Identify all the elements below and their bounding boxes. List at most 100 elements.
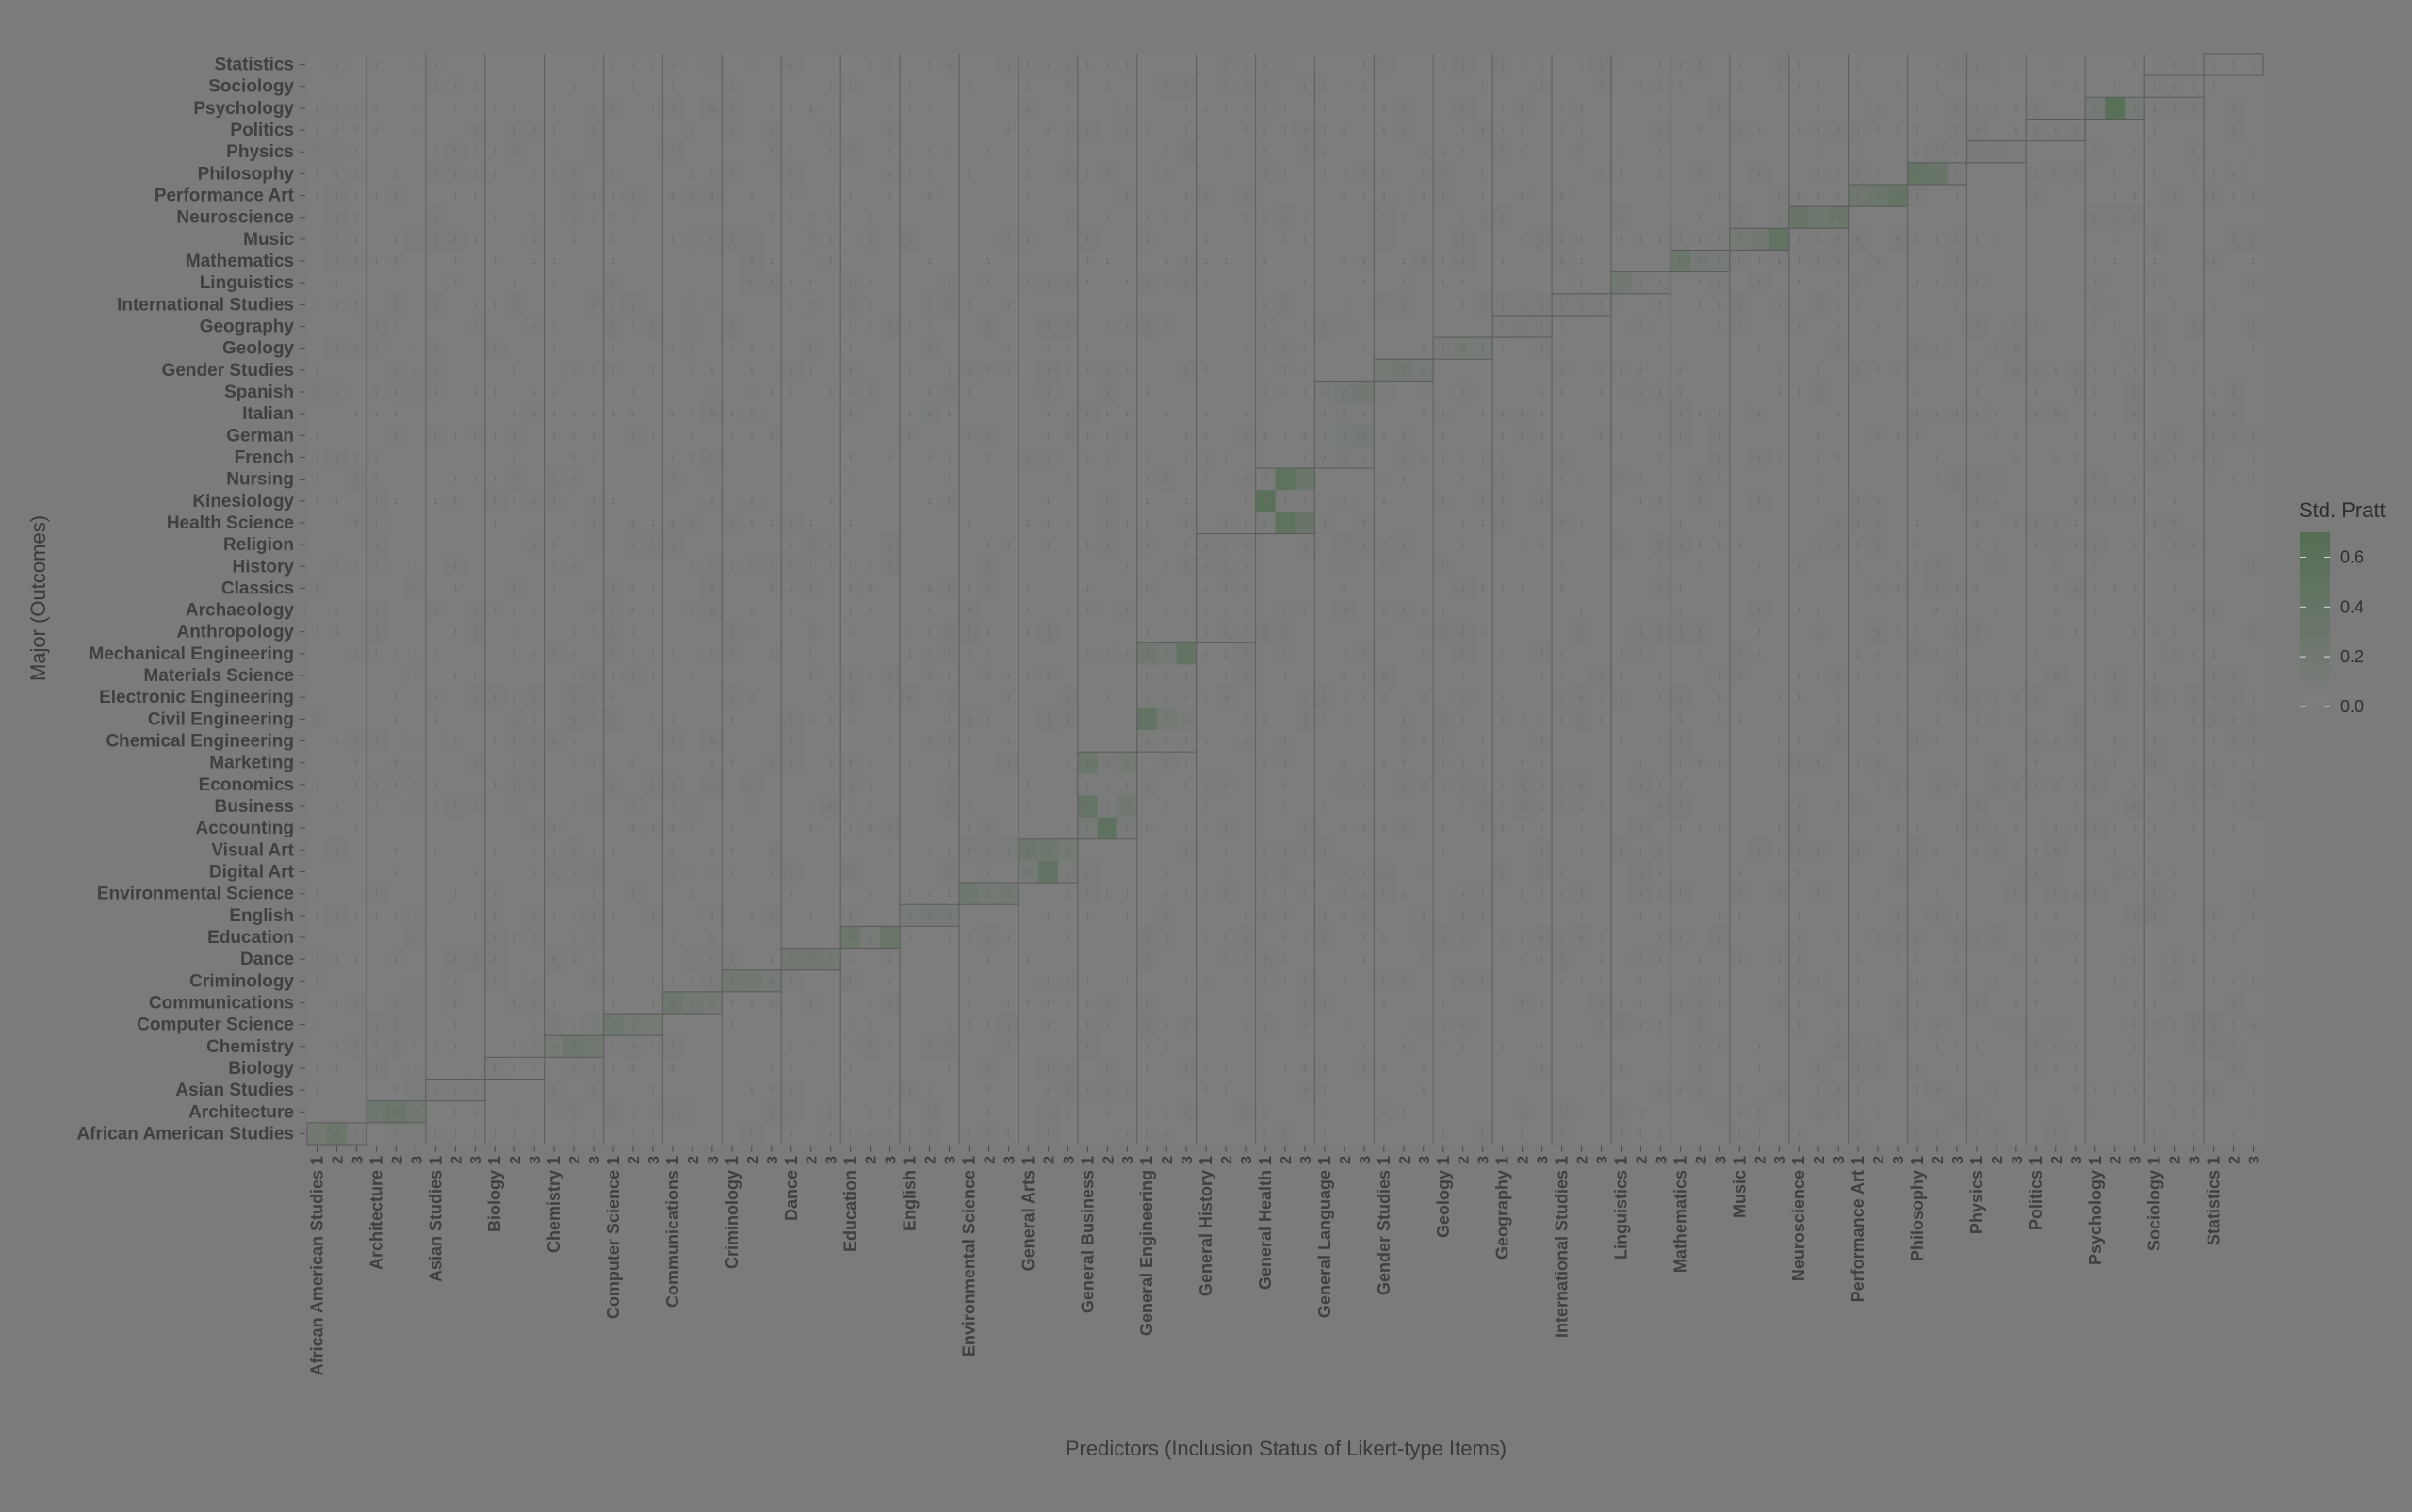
heatmap-cell [662,490,683,512]
heatmap-cell [583,729,604,753]
heatmap-cell [1709,75,1731,98]
heatmap-cell [544,512,564,534]
heatmap-cell [2164,337,2185,360]
heatmap-cell [307,315,328,338]
heatmap-cell [1867,293,1888,317]
heatmap-cell [623,773,644,796]
heatmap-cell [326,162,348,186]
heatmap-cell [920,969,940,993]
heatmap-cell [1572,1014,1592,1036]
heatmap-cell [1591,206,1612,229]
heatmap-cell [939,533,960,556]
heatmap-cell [1887,533,1908,556]
heatmap-cell [1532,97,1553,120]
heatmap-cell [959,337,980,360]
heatmap-cell [978,599,1000,622]
heatmap-cell [1768,1057,1790,1080]
heatmap-cell [860,1079,881,1101]
heatmap-cell [1413,228,1434,251]
heatmap-cell [702,424,723,447]
heatmap-cell [1453,424,1474,447]
heatmap-cell [1591,1035,1612,1058]
heatmap-cell [1966,642,1987,665]
heatmap-cell [1275,402,1296,426]
heatmap-cell [1572,75,1592,98]
heatmap-cell [1966,599,1987,622]
heatmap-cell [2243,599,2264,622]
heatmap-cell [1374,54,1394,76]
heatmap-cell [1729,140,1751,164]
heatmap-cell [1314,533,1335,556]
heatmap-cell [2204,271,2225,295]
heatmap-cell [900,555,921,578]
heatmap-cell [1512,969,1533,993]
heatmap-cell [603,119,624,141]
heatmap-cell [1018,468,1039,491]
heatmap-cell [405,707,427,731]
heatmap-cell [307,512,328,534]
heatmap-cell [1986,1057,2007,1080]
heatmap-cell [563,1079,584,1101]
heatmap-cell [346,75,367,98]
heatmap-cell [464,446,486,469]
heatmap-cell [544,883,564,905]
heatmap-cell [563,75,584,98]
heatmap-cell [1512,140,1533,164]
heatmap-cell [1215,337,1236,360]
heatmap-cell [643,228,663,251]
heatmap-cell [900,512,921,534]
heatmap-cell [1136,424,1157,447]
heatmap-cell [1768,468,1790,491]
heatmap-cell [1947,75,1967,98]
heatmap-cell [1215,206,1236,229]
heatmap-cell [346,424,367,447]
heatmap-cell [1354,795,1375,818]
heatmap-cell [2125,293,2145,317]
heatmap-cell [524,424,545,447]
heatmap-cell [662,1014,683,1036]
heatmap-cell [801,729,822,753]
heatmap-cell [484,402,505,426]
heatmap-cell [1235,228,1256,251]
heatmap-cell [1453,1100,1474,1124]
heatmap-cell [1532,969,1553,993]
heatmap-cell [1136,883,1157,905]
heatmap-cell [1196,97,1216,120]
heatmap-cell [1156,838,1177,862]
heatmap-cell [1413,140,1434,164]
heatmap-cell [1057,250,1079,272]
heatmap-cell [1116,250,1138,272]
heatmap-cell [998,490,1019,512]
heatmap-cell [1591,642,1612,665]
heatmap-cell [1275,1035,1296,1058]
heatmap-cell [1374,250,1394,272]
heatmap-cell [978,97,1000,120]
heatmap-cell [1848,402,1868,426]
heatmap-cell [504,337,525,360]
heatmap-cell [1572,1057,1592,1080]
heatmap-cell [1354,555,1375,578]
heatmap-cell [1037,97,1059,120]
heatmap-cell [2065,206,2086,229]
heatmap-cell [563,773,584,796]
heatmap-cell [1433,381,1454,403]
heatmap-cell [1334,795,1355,818]
heatmap-cell [1788,359,1809,382]
heatmap-cell [2006,468,2027,491]
heatmap-cell [801,1014,822,1036]
heatmap-cell [2164,904,2185,927]
heatmap-cell [1986,359,2007,382]
heatmap-cell [1196,707,1216,731]
heatmap-cell [682,75,703,98]
heatmap-cell [366,162,387,186]
heatmap-cell [445,54,466,76]
heatmap-cell [1057,1122,1079,1146]
heatmap-cell [563,599,584,622]
heatmap-cell [722,271,742,295]
heatmap-cell [2065,642,2086,665]
heatmap-cell [722,1035,742,1058]
heatmap-cell [662,577,683,600]
heatmap-cell [1433,1100,1454,1124]
heatmap-cell [544,359,564,382]
heatmap-cell [1650,315,1671,338]
